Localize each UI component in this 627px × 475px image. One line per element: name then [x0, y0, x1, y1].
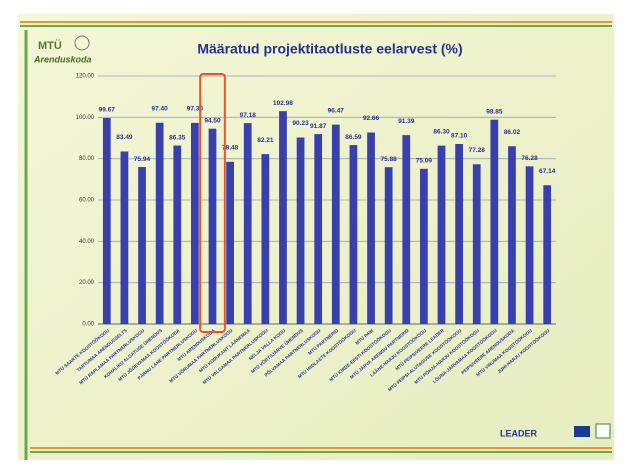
y-tick-label: 0.00 — [82, 322, 94, 328]
value-label: 78.48 — [222, 145, 239, 152]
bar — [472, 164, 481, 324]
value-label: 76.28 — [521, 155, 538, 162]
bar — [437, 145, 446, 324]
bar — [349, 145, 358, 324]
bar — [331, 124, 340, 325]
value-label: 86.59 — [345, 134, 362, 141]
bar — [102, 118, 111, 324]
bar — [296, 137, 305, 324]
footer-brand: LEADER — [500, 428, 538, 438]
bar — [155, 122, 164, 324]
bar — [138, 167, 146, 324]
bar — [279, 111, 287, 324]
bar — [367, 132, 375, 324]
value-label: 98.85 — [486, 108, 503, 115]
value-label: 99.67 — [99, 107, 116, 114]
logo-text: MTÜ — [38, 39, 62, 52]
value-label: 82.21 — [257, 137, 274, 144]
bar — [208, 128, 217, 324]
y-tick-label: 100.00 — [76, 115, 95, 121]
value-label: 91.39 — [398, 118, 415, 125]
bar — [455, 143, 463, 324]
value-label: 86.35 — [169, 134, 186, 141]
bar — [402, 135, 411, 324]
value-label: 83.49 — [116, 134, 133, 141]
value-label: 75.09 — [416, 158, 433, 165]
highlight-box — [199, 73, 226, 333]
bar — [508, 146, 516, 324]
value-label: 102.98 — [273, 100, 293, 107]
value-label: 87.10 — [451, 133, 468, 140]
y-tick-label: 120.00 — [76, 74, 95, 80]
logo-box — [595, 423, 611, 439]
bar — [420, 168, 428, 324]
y-tick-label: 80.00 — [79, 156, 95, 162]
logo-text: Arenduskoda — [33, 54, 92, 64]
bar — [490, 119, 499, 325]
value-label: 90.23 — [292, 120, 309, 127]
value-label: 77.28 — [469, 147, 486, 154]
value-label: 75.88 — [381, 156, 398, 163]
y-tick-label: 20.00 — [79, 280, 95, 286]
value-label: 96.47 — [328, 107, 345, 114]
value-label: 97.18 — [240, 112, 257, 119]
value-label: 75.94 — [134, 156, 151, 163]
value-label: 86.30 — [433, 128, 450, 135]
bar — [525, 166, 534, 324]
bar — [191, 122, 199, 324]
value-label: 97.40 — [152, 105, 169, 112]
value-label: 94.50 — [204, 117, 221, 124]
bar — [243, 123, 252, 324]
eu-flag — [574, 426, 590, 437]
bar — [226, 161, 234, 324]
bar — [261, 154, 270, 324]
bar — [120, 151, 129, 324]
y-tick-label: 40.00 — [79, 239, 95, 245]
chart-title: Määratud projektitaotluste eelarvest (%) — [197, 41, 462, 57]
y-tick-label: 60.00 — [79, 198, 95, 204]
value-label: 97.30 — [187, 106, 204, 113]
bar — [173, 145, 182, 324]
value-label: 91.87 — [310, 123, 327, 130]
value-label: 86.02 — [504, 129, 521, 136]
bar — [543, 185, 552, 324]
value-label: 67.14 — [539, 168, 556, 175]
bar — [384, 167, 393, 324]
logo-icon — [74, 35, 90, 51]
bar — [314, 134, 323, 324]
value-label: 92.66 — [363, 115, 380, 122]
